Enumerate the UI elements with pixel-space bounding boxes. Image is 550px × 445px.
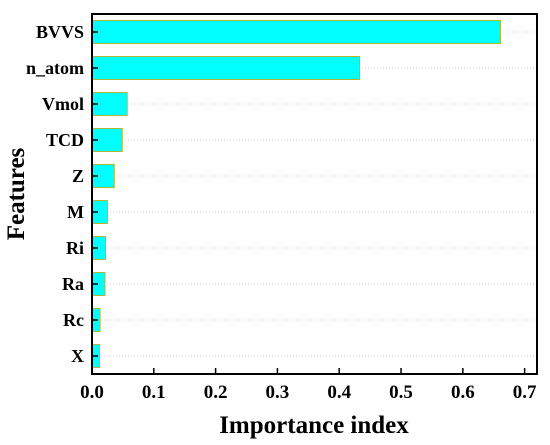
y-tick-label: Rc <box>63 310 84 330</box>
x-tick-label: 0.5 <box>389 382 413 403</box>
y-tick-label: M <box>67 202 84 222</box>
bar-bvvs <box>91 19 502 45</box>
grid-lines <box>92 31 537 357</box>
y-ticks: BVVS n_atom Vmol TCD ZM Ri Ra Rc X <box>26 22 98 366</box>
y-tick-label: X <box>71 346 84 366</box>
plot-frame <box>91 13 538 375</box>
y-tick-label: BVVS <box>36 22 84 42</box>
y-tick-label: n_atom <box>26 58 84 78</box>
bar-n-atom <box>91 55 361 81</box>
y-tick-label: Ri <box>66 238 84 258</box>
x-tick-label: 0.0 <box>80 382 104 403</box>
x-tick-label: 0.2 <box>204 382 228 403</box>
y-tick-label: Vmol <box>42 94 84 114</box>
x-tick-label: 0.7 <box>513 382 537 403</box>
y-tick-label: Z <box>72 166 84 186</box>
y-axis-title: Features <box>3 147 30 240</box>
bars <box>91 19 502 369</box>
x-tick-label: 0.6 <box>451 382 475 403</box>
x-tick-label: 0.3 <box>266 382 290 403</box>
x-tick-label: 0.4 <box>327 382 351 403</box>
x-ticks: 0.0 0.1 0.2 0.3 0.4 0.5 0.6 0.7 <box>80 368 537 403</box>
x-tick-label: 0.1 <box>142 382 166 403</box>
y-tick-label: Ra <box>62 274 84 294</box>
y-tick-label: TCD <box>46 130 84 150</box>
x-axis-title: Importance index <box>219 412 409 439</box>
